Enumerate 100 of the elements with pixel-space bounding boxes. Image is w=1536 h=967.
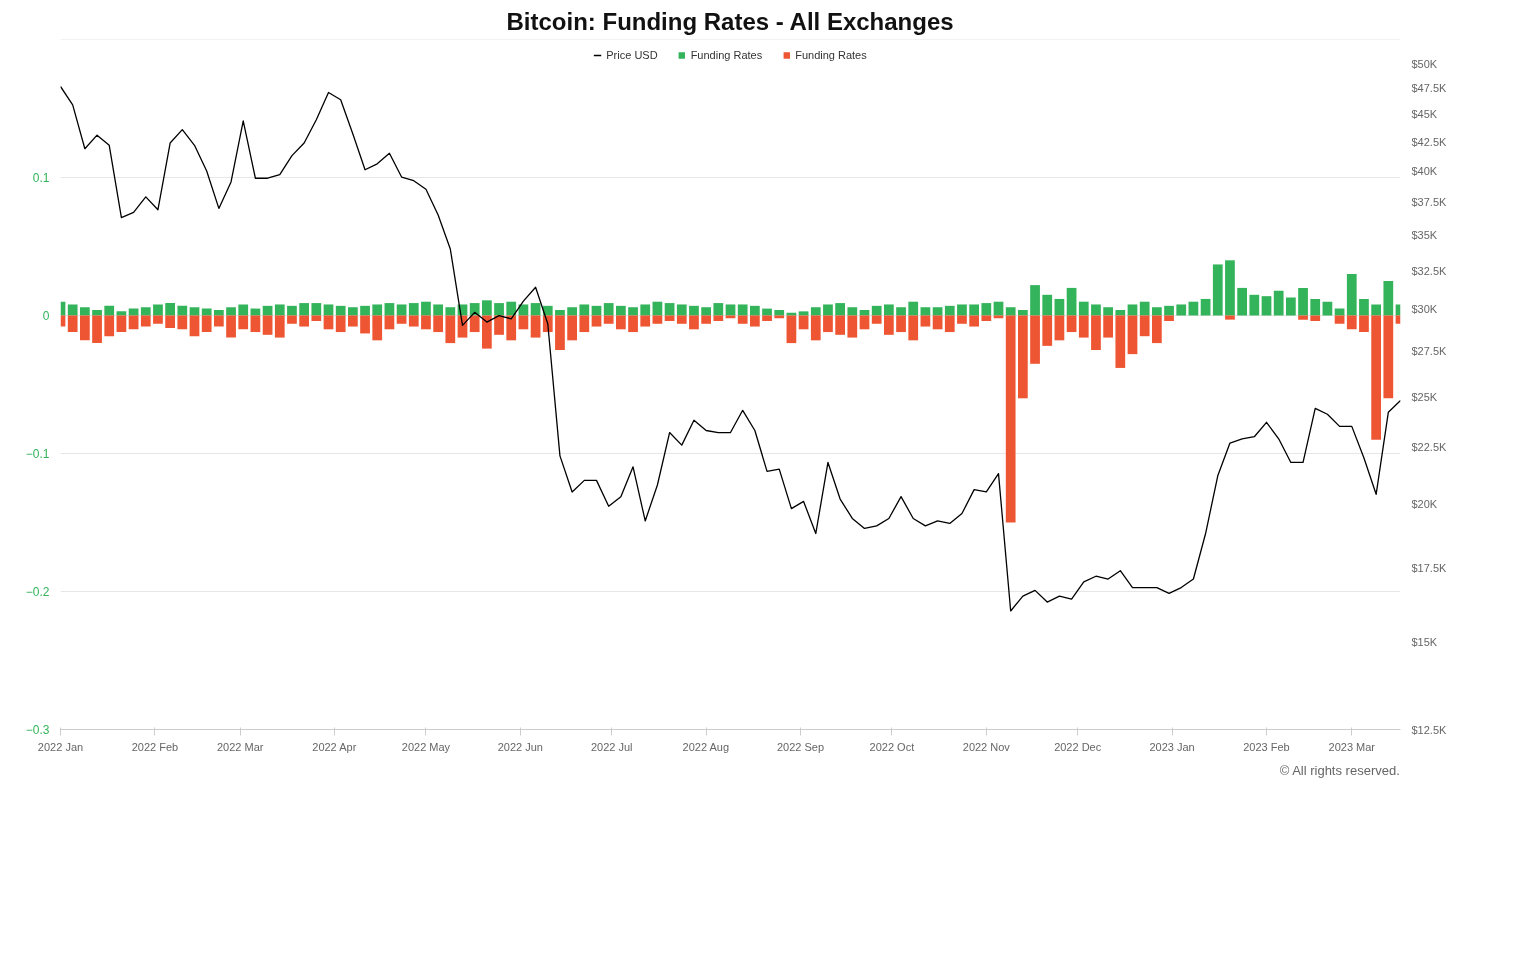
bar	[226, 315, 236, 338]
bar	[628, 307, 638, 316]
bar	[774, 309, 785, 316]
x-tick-label: 2022 Aug	[682, 740, 730, 753]
bar	[165, 303, 176, 316]
bar	[104, 315, 115, 337]
bar	[445, 315, 456, 344]
bar	[664, 303, 675, 316]
bar	[372, 315, 383, 341]
bar	[1151, 315, 1162, 344]
y2-tick-label: $45K	[1411, 108, 1438, 121]
bar	[1066, 287, 1077, 316]
bar	[1359, 298, 1369, 316]
bar	[213, 309, 224, 316]
line-series	[60, 85, 1401, 612]
bar	[408, 315, 419, 327]
x-tick-label: 2022 Apr	[312, 740, 357, 753]
x-tick-label: 2022 Nov	[962, 740, 1011, 753]
bar	[445, 307, 456, 316]
bar	[567, 315, 578, 341]
bar	[1322, 301, 1333, 316]
bar	[530, 303, 541, 316]
bar	[201, 308, 212, 316]
bar	[628, 315, 638, 333]
bar	[920, 315, 931, 327]
bar	[1371, 304, 1382, 316]
bar	[506, 315, 517, 341]
bar	[1078, 301, 1089, 316]
bar	[79, 307, 90, 316]
bar	[287, 305, 297, 316]
bar	[567, 307, 578, 316]
bar	[116, 311, 127, 316]
bar	[1298, 315, 1308, 320]
bar	[494, 315, 504, 335]
bar	[213, 315, 224, 327]
bar	[494, 303, 504, 316]
y2-tick-label: $27.5K	[1411, 344, 1448, 357]
bar	[421, 301, 431, 316]
bar	[433, 304, 444, 316]
bar	[932, 307, 943, 316]
bar	[1139, 315, 1150, 337]
y-tick-label: 0	[42, 309, 50, 323]
bar	[153, 315, 163, 324]
bar	[957, 304, 967, 316]
legend-label: Price USD	[606, 49, 658, 61]
x-tick-label: 2022 Jun	[497, 740, 543, 753]
bar	[262, 315, 273, 335]
bar	[859, 309, 870, 316]
bar	[1151, 307, 1162, 316]
bar	[579, 315, 590, 333]
bar	[579, 304, 590, 316]
bar	[883, 304, 894, 316]
bar	[591, 305, 602, 316]
bar	[555, 309, 565, 316]
bar	[823, 315, 833, 333]
y2-tick-label: $32.5K	[1411, 264, 1448, 277]
bar	[810, 315, 821, 341]
bar	[615, 305, 626, 316]
y2-tick-label: $50K	[1411, 57, 1438, 70]
bar	[737, 315, 748, 324]
y2-tick-label: $22.5K	[1411, 441, 1448, 454]
bar	[749, 315, 760, 327]
x-tick-label: 2022 May	[401, 740, 451, 753]
bar	[1249, 294, 1260, 316]
bar	[1371, 315, 1382, 440]
bar	[287, 315, 297, 324]
bar	[1225, 315, 1235, 320]
bar	[1334, 308, 1345, 316]
bar	[274, 304, 285, 316]
bar	[1298, 287, 1308, 316]
bar	[1310, 315, 1321, 322]
bar	[944, 305, 955, 316]
bar	[299, 303, 310, 316]
chart-title: Bitcoin: Funding Rates - All Exchanges	[506, 7, 954, 35]
bar	[177, 315, 188, 330]
bar	[421, 315, 431, 330]
bar	[67, 315, 78, 333]
bar	[689, 305, 699, 316]
legend-label: Funding Rates	[690, 49, 763, 61]
bar	[238, 304, 249, 316]
legend-label: Funding Rates	[795, 49, 867, 61]
bar	[615, 315, 626, 330]
bar	[396, 304, 407, 316]
bar	[908, 301, 919, 316]
x-tick-label: 2023 Mar	[1328, 740, 1376, 753]
y2-tick-label: $30K	[1411, 303, 1438, 316]
bar	[981, 303, 992, 316]
bar	[189, 307, 200, 316]
bar	[1176, 304, 1187, 316]
x-tick-label: 2022 Oct	[869, 740, 915, 753]
y2-tick-label: $17.5K	[1411, 561, 1448, 574]
bar	[835, 303, 846, 316]
y2-tick-label: $47.5K	[1411, 82, 1448, 95]
bar	[1237, 287, 1248, 316]
bar	[725, 304, 736, 316]
bar	[153, 304, 163, 316]
bar	[1054, 298, 1065, 316]
x-tick-label: 2022 Jan	[37, 740, 84, 753]
bar	[104, 305, 115, 316]
x-tick-label: 2022 Jul	[590, 740, 633, 753]
